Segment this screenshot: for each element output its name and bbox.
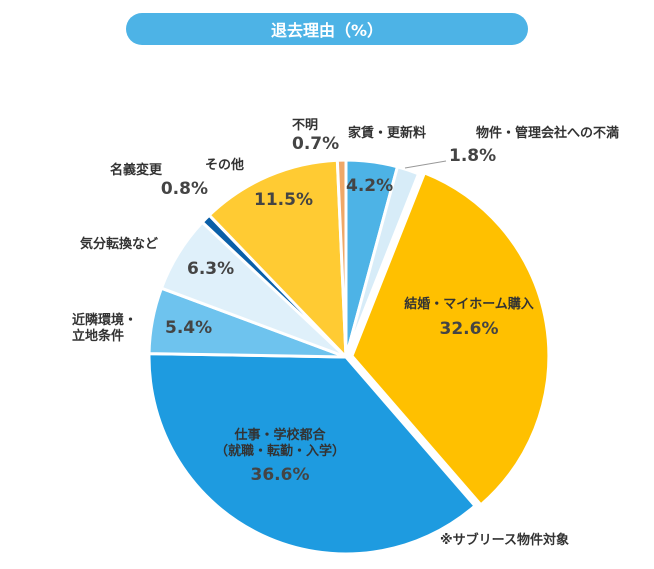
value-dissatisfaction: 1.8% [449, 146, 496, 167]
label-marriage: 結婚・マイホーム購入 32.6% [404, 297, 534, 341]
value-environment: 5.4% [165, 318, 212, 339]
value-work-text: 36.6% [250, 464, 310, 485]
leader-line [404, 160, 447, 169]
pie-slice-7 [207, 158, 348, 359]
label-change-name: 気分転換など [80, 237, 159, 252]
label-dissatisfaction: 物件・管理会社への不満 [476, 126, 619, 142]
value-dissatisfaction-text: 1.8% [449, 146, 497, 166]
label-marriage-name: 結婚・マイホーム購入 [404, 297, 534, 312]
label-change: 気分転換など [80, 237, 158, 253]
footnote: ※サブリース物件対象 [440, 533, 569, 548]
pie-slice-3 [147, 352, 477, 556]
label-environment-name: 近隣環境・ 立地条件 [72, 313, 138, 345]
value-other-text: 11.5% [254, 190, 313, 210]
pie-slice-8 [335, 158, 348, 359]
pie-slice-1 [344, 165, 421, 359]
chart-title: 退去理由（%） [126, 13, 528, 45]
label-name-change-name: 名義変更 [110, 163, 163, 178]
label-other: その他 [205, 158, 244, 174]
value-rent: 4.2% [346, 176, 393, 197]
label-work-name: 仕事・学校都合 （就職・転勤・入学） [214, 428, 345, 460]
label-name-change: 名義変更 0.8% [108, 163, 208, 201]
label-other-name: その他 [205, 158, 245, 173]
label-rent-name: 家賃・更新料 [348, 126, 427, 141]
value-rent-text: 4.2% [346, 176, 394, 196]
label-rent: 家賃・更新料 [348, 126, 426, 142]
label-environment: 近隣環境・ 立地条件 [72, 313, 137, 346]
value-environment-text: 5.4% [165, 318, 213, 338]
value-marriage-text: 32.6% [439, 319, 499, 340]
label-unknown-name: 不明 [292, 118, 319, 133]
pie-slice-2 [350, 171, 551, 507]
value-unknown-text: 0.7% [292, 134, 340, 155]
value-change-text: 6.3% [187, 259, 235, 279]
value-change: 6.3% [187, 259, 234, 280]
label-unknown: 不明 0.7% [292, 118, 339, 156]
label-dissatisfaction-name: 物件・管理会社への不満 [476, 126, 620, 141]
value-other: 11.5% [254, 190, 313, 211]
value-name-change-text: 0.8% [160, 179, 208, 200]
label-work: 仕事・学校都合 （就職・転勤・入学） 36.6% [200, 428, 360, 486]
